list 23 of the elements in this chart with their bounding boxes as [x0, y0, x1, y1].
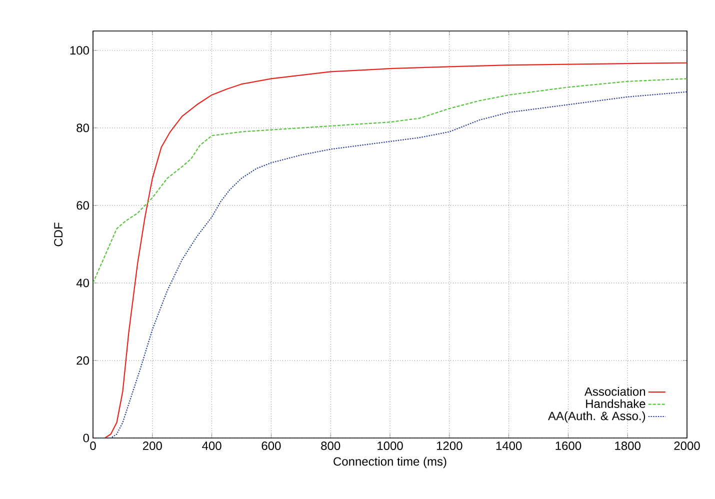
x-tick-label: 1000: [378, 442, 403, 450]
legend-label: Handshake: [586, 399, 646, 408]
y-axis-title: CDF: [54, 222, 63, 246]
y-tick-label: 40: [76, 278, 90, 288]
x-tick-label: 1200: [436, 442, 462, 450]
y-tick-label: 20: [76, 356, 90, 365]
x-tick-label: 400: [202, 442, 222, 450]
x-tick-label: 1800: [615, 442, 640, 450]
x-tick-label: 600: [262, 442, 281, 450]
x-tick-label: 0: [90, 442, 96, 450]
x-tick-label: 2000: [674, 442, 700, 450]
legend-label: Association: [584, 387, 646, 396]
legend-label: AA(Auth. & Asso.): [548, 411, 646, 423]
y-tick-label: 60: [76, 201, 90, 210]
y-tick-label: 0: [83, 434, 90, 442]
x-tick-label: 800: [321, 442, 340, 450]
x-axis-title: Connection time (ms): [334, 456, 446, 468]
y-tick-label: 100: [70, 46, 89, 55]
y-tick-label: 80: [76, 124, 90, 132]
line-series: [93, 78, 687, 284]
x-tick-label: 1600: [556, 442, 582, 450]
x-tick-label: 1400: [496, 442, 522, 450]
x-tick-label: 200: [142, 442, 162, 450]
